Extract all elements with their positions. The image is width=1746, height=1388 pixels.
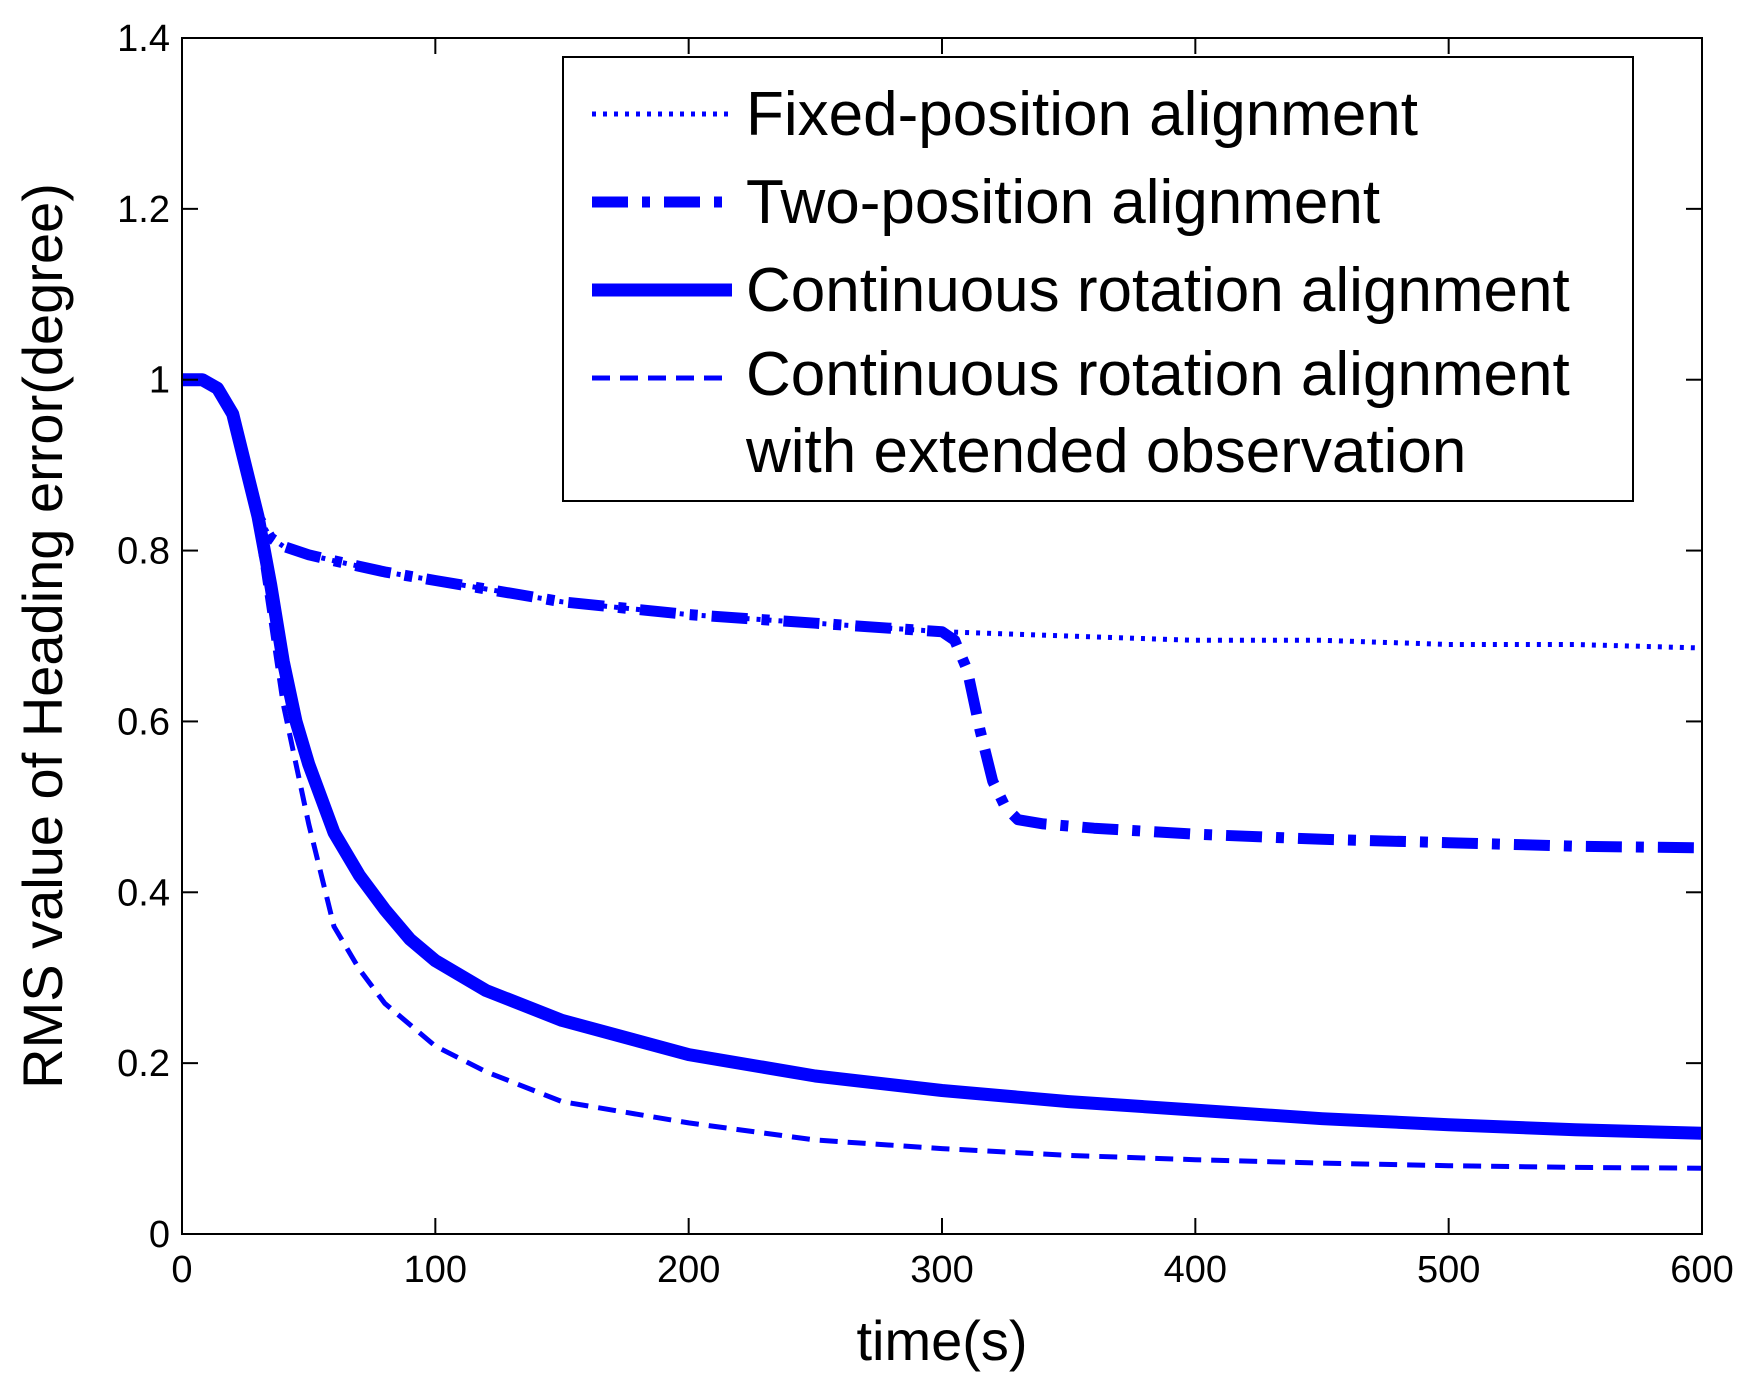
legend-box xyxy=(562,56,1634,502)
x-tick-label: 100 xyxy=(404,1249,467,1291)
x-tick-label: 200 xyxy=(657,1249,720,1291)
y-tick-label: 1.4 xyxy=(117,18,170,60)
x-ticks: 0 100 200 300 400 500 600 xyxy=(171,38,1734,1291)
plot-lines xyxy=(182,373,1703,1171)
y-axis-label: RMS value of Heading error(degree) xyxy=(11,183,74,1089)
x-axis-label: time(s) xyxy=(856,1309,1027,1372)
legend-label-4: with extended observation xyxy=(745,417,1466,486)
y-tick-label: 1 xyxy=(149,360,170,402)
series-line-4 xyxy=(182,377,1703,1171)
y-tick-label: 0.6 xyxy=(117,701,170,743)
x-tick-label: 0 xyxy=(171,1249,192,1291)
y-tick-label: 0 xyxy=(149,1214,170,1256)
y-tick-label: 0.2 xyxy=(117,1043,170,1085)
x-tick-label: 400 xyxy=(1164,1249,1227,1291)
x-tick-label: 500 xyxy=(1417,1249,1480,1291)
legend-label-1: Fixed-position alignment xyxy=(746,80,1418,149)
legend-label-2: Two-position alignment xyxy=(746,168,1380,237)
legend: Fixed-position alignment Two-position ali… xyxy=(562,56,1634,502)
y-tick-label: 1.2 xyxy=(117,189,170,231)
y-tick-label: 0.4 xyxy=(117,872,170,914)
y-ticks: 0 0.2 0.4 0.6 0.8 1 1.2 1.4 xyxy=(117,18,1702,1256)
x-tick-label: 300 xyxy=(910,1249,973,1291)
x-tick-label: 600 xyxy=(1670,1249,1733,1291)
y-tick-label: 0.8 xyxy=(117,531,170,573)
legend-label-4: Continuous rotation alignment xyxy=(746,340,1570,409)
legend-label-3: Continuous rotation alignment xyxy=(746,256,1570,325)
